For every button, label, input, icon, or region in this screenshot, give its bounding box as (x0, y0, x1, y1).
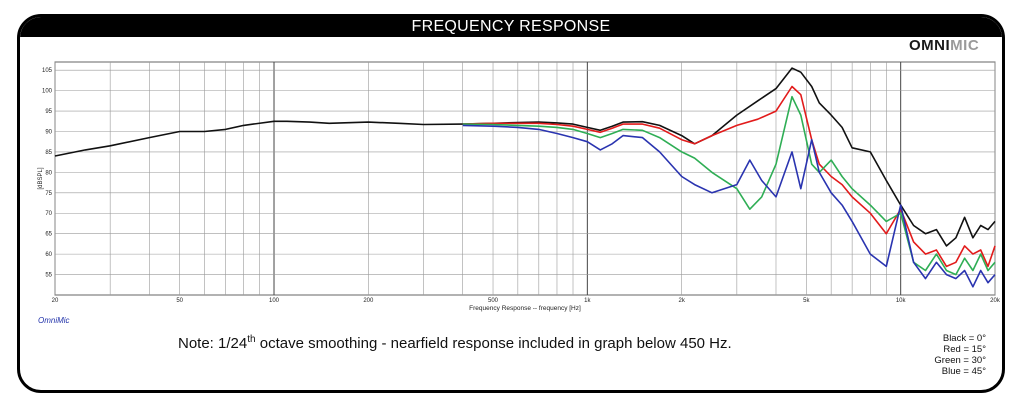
series-line-blue (462, 124, 996, 288)
legend-entry-blue: Blue = 45° (941, 366, 986, 377)
series-line-black (54, 67, 996, 247)
y-tick-label: 55 (45, 273, 52, 279)
x-tick-label: 100 (269, 298, 280, 304)
plot-area (54, 61, 996, 296)
x-tick-label: 20 (52, 298, 59, 304)
y-tick-label: 100 (42, 89, 53, 95)
y-tick-label: 90 (45, 129, 52, 135)
legend-entry-black: Black = 0° (942, 333, 986, 344)
y-tick-label: 85 (45, 150, 52, 156)
series-line-green (462, 95, 996, 276)
y-axis-label: [dBSPL] (38, 167, 44, 189)
x-tick-label: 2k (678, 298, 685, 304)
omnimic-logo: OMNIMIC (909, 37, 979, 54)
logo-mic: MIC (950, 37, 980, 54)
x-tick-label: 200 (363, 298, 374, 304)
y-tick-label: 65 (45, 232, 52, 238)
note-prefix: Note: 1/24 (178, 335, 248, 352)
y-tick-label: 75 (45, 191, 52, 197)
brand-caption: OmniMic (38, 316, 70, 325)
x-tick-label: 50 (176, 298, 183, 304)
chart-title: FREQUENCY RESPONSE (20, 17, 1002, 37)
note-suffix: octave smoothing - nearfield response in… (255, 335, 732, 352)
x-axis-label: Frequency Response -- frequency [Hz] (469, 305, 581, 312)
series-line-red (462, 85, 996, 268)
smoothing-note: Note: 1/24th octave smoothing - nearfiel… (178, 334, 732, 352)
x-tick-label: 500 (488, 298, 499, 304)
legend: Black = 0° Red = 15° Green = 30° Blue = … (900, 333, 986, 377)
y-tick-label: 95 (45, 109, 52, 115)
legend-entry-red: Red = 15° (943, 344, 986, 355)
legend-entry-green: Green = 30° (934, 355, 986, 366)
note-superscript: th (247, 334, 256, 345)
x-tick-label: 10k (896, 298, 907, 304)
x-tick-label: 1k (584, 298, 591, 304)
x-tick-label: 5k (803, 298, 810, 304)
y-tick-label: 60 (45, 252, 52, 258)
y-tick-label: 80 (45, 170, 52, 176)
logo-omni: OMNI (909, 37, 951, 54)
y-tick-label: 105 (42, 68, 53, 74)
x-tick-label: 20k (990, 298, 1001, 304)
y-tick-label: 70 (45, 211, 52, 217)
